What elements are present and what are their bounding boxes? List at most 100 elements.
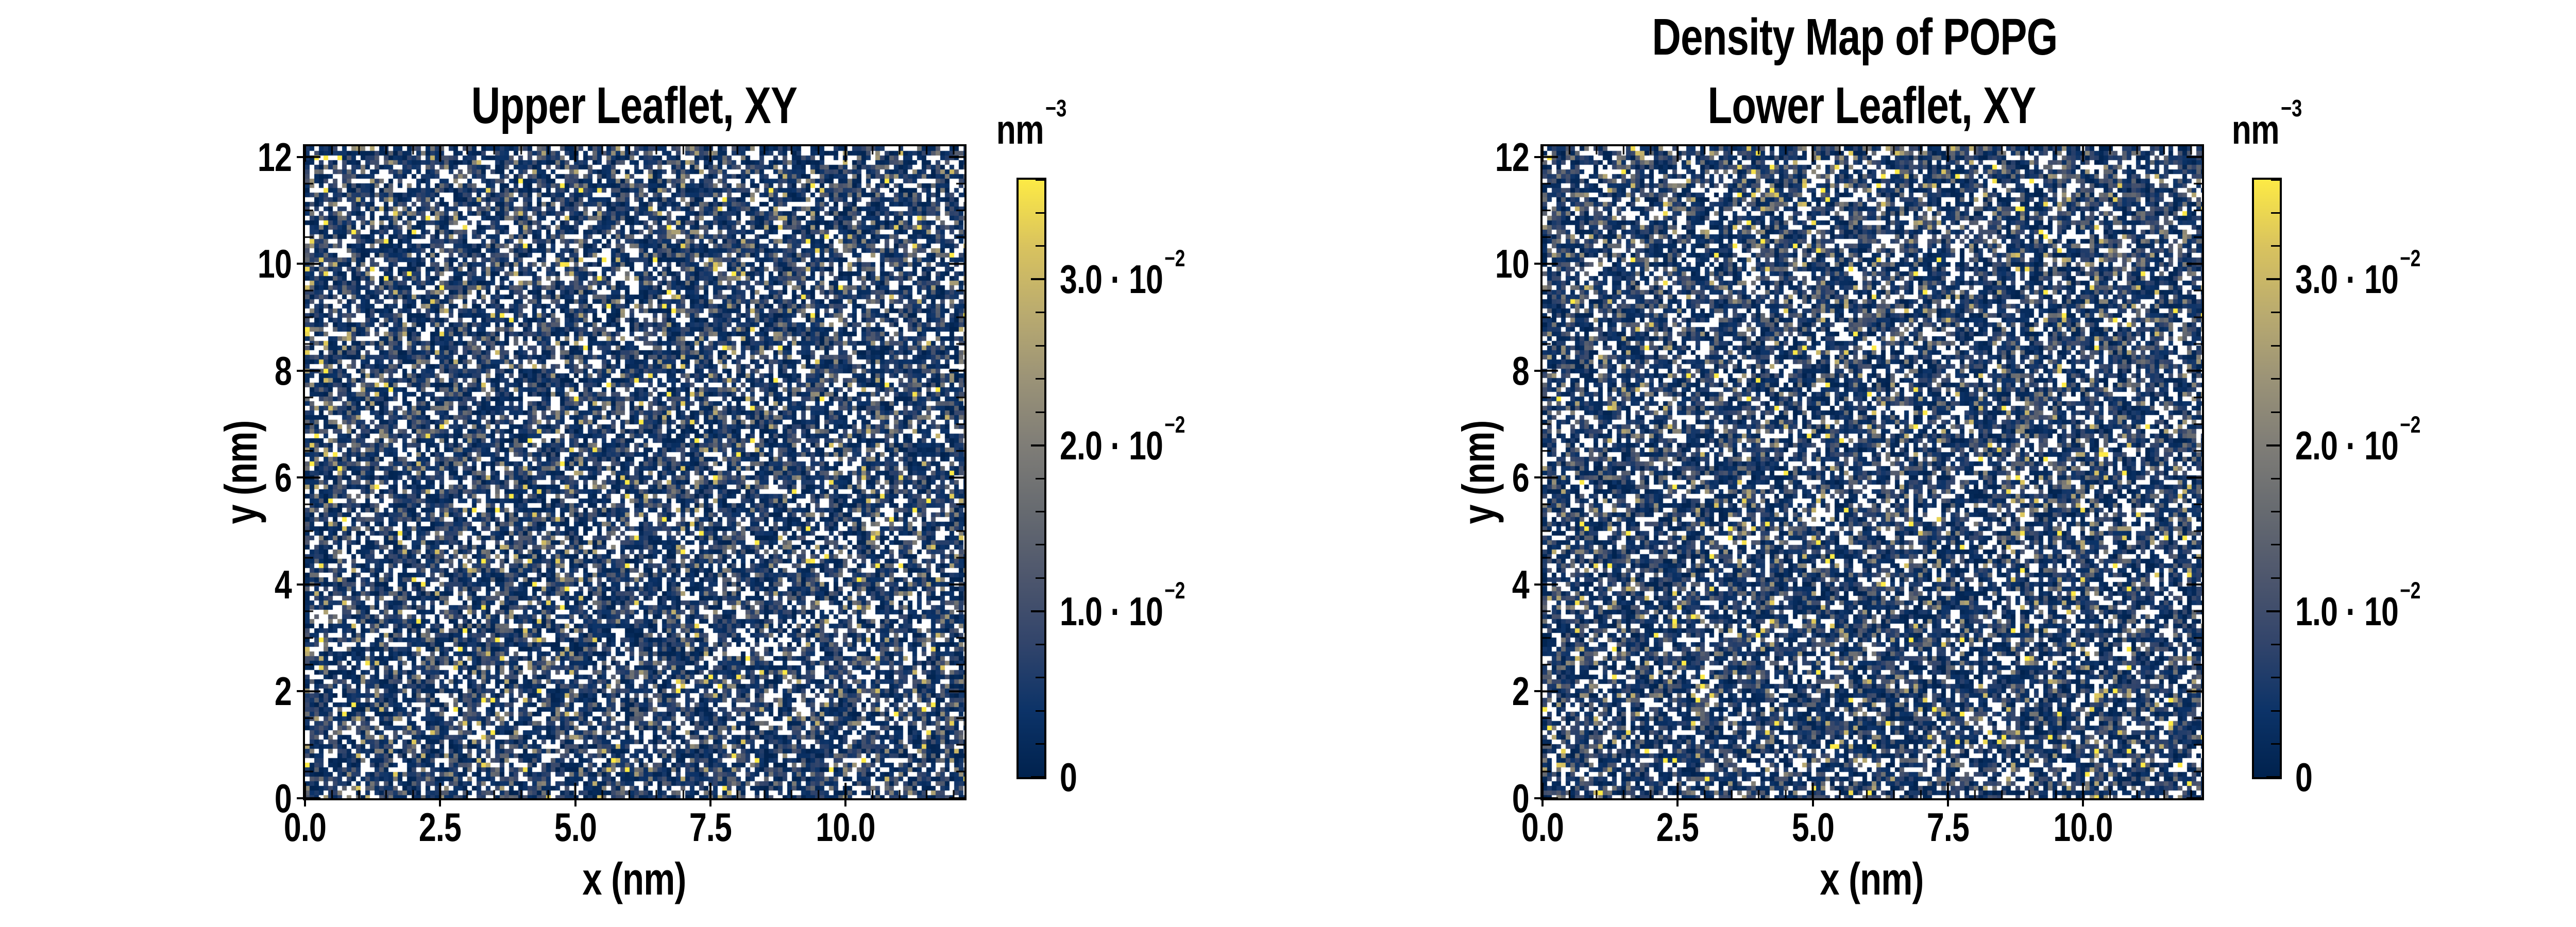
colorbar-minor-tick [1036,577,1044,579]
colorbar-minor-tick [2271,510,2280,512]
x-tick-label: 5.0 [1791,804,1834,850]
y-major-tick-outer [1534,690,1540,693]
colorbar-minor-tick [2271,477,2280,479]
colorbar-minor-tick [2271,743,2280,745]
x-major-tick-outer [439,800,442,806]
heatmap-plot-upper-leaflet [303,144,967,800]
y-tick-label: 4 [1512,561,1530,607]
colorbar-minor-tick [2271,677,2280,679]
x-major-tick-outer [2082,800,2084,806]
colorbar-unit-lower-leaflet: nm−3 [2222,96,2312,152]
colorbar-minor-tick [2271,378,2280,380]
y-major-tick-outer [297,263,303,265]
colorbar-minor-tick [2271,179,2280,181]
x-tick-label: 7.5 [689,804,732,850]
x-tick-label: 2.5 [419,804,462,850]
x-major-tick-outer [304,800,306,806]
colorbar-tick-label: 1.0 · 10−2 [1060,577,1185,634]
x-major-tick-outer [1946,800,1949,806]
colorbar-unit-base: nm [996,107,1044,152]
x-tick-label: 10.0 [2053,804,2113,850]
x-major-tick-outer [1676,800,1679,806]
colorbar-minor-tick [1036,345,1044,347]
density-heatmap-canvas-upper-leaflet [305,146,964,798]
colorbar-major-tick [1031,776,1044,778]
colorbar-tick-label: 2.0 · 10−2 [1060,411,1185,468]
colorbar-minor-tick [1036,212,1044,214]
x-axis-label-upper-leaflet: x (nm) [582,853,686,904]
y-major-tick-outer [297,156,303,158]
colorbar-tick-label: 0 [2295,754,2313,800]
colorbar-major-tick [2266,610,2280,612]
colorbar-major-tick [2266,444,2280,447]
x-tick-label: 5.0 [554,804,597,850]
y-tick-label: 10 [257,241,292,287]
x-tick-label: 2.5 [1656,804,1699,850]
x-major-tick-outer [844,800,847,806]
y-tick-label: 2 [1512,668,1530,714]
colorbar-major-tick [2266,776,2280,778]
colorbar-unit-exponent: −3 [2280,94,2302,122]
colorbar-minor-tick [1036,411,1044,413]
density-heatmap-canvas-lower-leaflet [1543,146,2202,798]
colorbar-minor-tick [1036,677,1044,679]
colorbar-major-tick [2266,278,2280,281]
colorbar-minor-tick [2271,643,2280,645]
y-major-tick-outer [297,583,303,586]
colorbar-major-tick [1031,610,1044,612]
colorbar-minor-tick [2271,345,2280,347]
x-tick-label: 0.0 [1521,804,1564,850]
colorbar-unit-exponent: −3 [1045,94,1067,122]
colorbar-minor-tick [1036,510,1044,512]
y-major-tick-outer [1534,797,1540,799]
x-tick-label: 10.0 [816,804,876,850]
colorbar-tick-label: 0 [1060,754,1077,800]
colorbar-minor-tick [2271,312,2280,314]
colorbar-minor-tick [1036,312,1044,314]
colorbar-minor-tick [2271,245,2280,247]
y-tick-label: 12 [257,134,292,180]
y-major-tick-outer [297,476,303,479]
colorbar-tick-label: 3.0 · 10−2 [2295,245,2421,302]
panel-title-lower-leaflet: Lower Leaflet, XY [1707,77,2037,134]
colorbar-minor-tick [1036,245,1044,247]
colorbar-minor-tick [2271,212,2280,214]
y-tick-label: 8 [1512,348,1530,393]
y-major-tick-outer [1534,156,1540,158]
y-major-tick-outer [1534,369,1540,372]
x-axis-label-lower-leaflet: x (nm) [1820,853,1924,904]
colorbar-minor-tick [1036,477,1044,479]
x-major-tick-outer [709,800,711,806]
colorbar-major-tick [1031,278,1044,281]
colorbar-tick-label: 1.0 · 10−2 [2295,577,2421,634]
y-major-tick-outer [1534,263,1540,265]
figure-title: Density Map of POPG [1652,8,2058,66]
colorbar-minor-tick [2271,544,2280,546]
colorbar-major-tick [1031,444,1044,447]
x-major-tick-outer [574,800,577,806]
y-tick-label: 6 [274,455,292,501]
y-tick-label: 10 [1495,241,1530,287]
colorbar-unit-base: nm [2231,107,2280,152]
colorbar-minor-tick [2271,710,2280,712]
colorbar-tick-label: 3.0 · 10−2 [1060,245,1185,302]
colorbar-unit-upper-leaflet: nm−3 [987,96,1077,152]
colorbar-minor-tick [1036,643,1044,645]
heatmap-plot-lower-leaflet [1540,144,2204,800]
y-axis-label-lower-leaflet: y (nm) [1453,420,1504,524]
y-tick-label: 12 [1495,134,1530,180]
colorbar-minor-tick [1036,710,1044,712]
panel-title-upper-leaflet: Upper Leaflet, XY [471,77,798,134]
colorbar-minor-tick [1036,378,1044,380]
y-tick-label: 8 [274,348,292,393]
y-tick-label: 0 [274,776,292,821]
x-tick-label: 0.0 [283,804,327,850]
colorbar-minor-tick [1036,544,1044,546]
y-tick-label: 4 [274,561,292,607]
y-tick-label: 6 [1512,455,1530,501]
y-major-tick-outer [297,797,303,799]
y-major-tick-outer [297,369,303,372]
colorbar-minor-tick [1036,179,1044,181]
y-major-tick-outer [1534,583,1540,586]
